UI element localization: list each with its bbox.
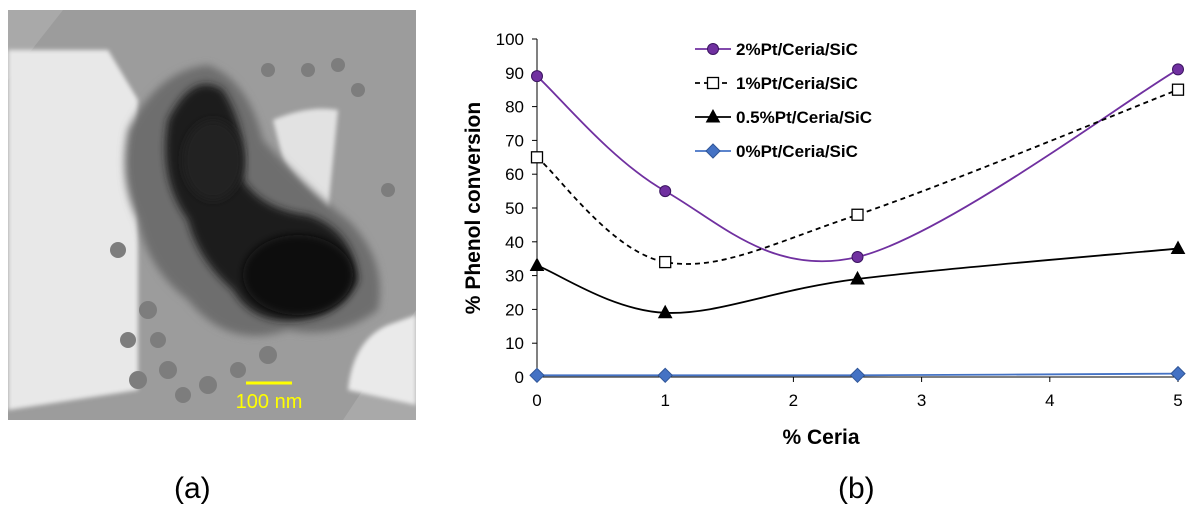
chart-series [529, 63, 1186, 384]
y-tick-label: 40 [505, 233, 524, 252]
data-point-diamond [657, 367, 673, 384]
tem-micrograph: 100 nm [8, 10, 416, 420]
legend-item: 1%Pt/Ceria/SiC [695, 74, 858, 93]
y-tick-label: 60 [505, 165, 524, 184]
legend-item: 0.5%Pt/Ceria/SiC [695, 108, 872, 127]
series-0 [531, 63, 1184, 264]
agglomerate-upper [183, 120, 243, 200]
y-tick-label: 100 [496, 30, 524, 49]
data-point-square [659, 255, 672, 269]
data-point-diamond [1170, 365, 1186, 382]
caption-b: (b) [838, 472, 875, 505]
legend-marker [707, 43, 719, 55]
y-tick-label: 80 [505, 98, 524, 117]
x-tick-label: 2 [789, 391, 798, 410]
data-point-triangle [1170, 240, 1186, 255]
chart-ticks: 0 10 20 30 40 50 60 70 80 90 100 0 1 2 3 4 5 [496, 30, 1183, 410]
x-tick-label: 3 [917, 391, 926, 410]
y-tick-label: 30 [505, 267, 524, 286]
legend-label: 0.5%Pt/Ceria/SiC [736, 108, 872, 127]
y-tick-label: 50 [505, 199, 524, 218]
data-point-diamond [529, 367, 545, 384]
chart-legend: 2%Pt/Ceria/SiC 1%Pt/Ceria/SiC 0.5%Pt/Ceria… [695, 40, 872, 161]
legend-marker [706, 76, 720, 90]
phenol-conversion-chart: 0 10 20 30 40 50 60 70 80 90 100 0 1 2 3 4 5 2%Pt/Ceria/… [440, 0, 1187, 470]
data-point-square [530, 151, 544, 164]
agglomerate-core [243, 235, 353, 315]
y-tick-label: 90 [505, 64, 524, 83]
data-point-triangle [529, 257, 545, 271]
x-tick-label: 5 [1173, 391, 1182, 410]
data-point-circle [531, 70, 543, 83]
series-3 [529, 365, 1186, 384]
y-tick-label: 20 [505, 300, 524, 319]
y-tick-label: 0 [515, 368, 524, 387]
chart-svg: 0 10 20 30 40 50 60 70 80 90 100 0 1 2 3 4 5 2%Pt/Ceria/… [462, 30, 1186, 449]
legend-label: 1%Pt/Ceria/SiC [736, 74, 858, 93]
x-tick-label: 1 [660, 391, 669, 410]
data-point-triangle [657, 304, 673, 319]
tem-image: 100 nm [8, 10, 416, 420]
legend-item: 2%Pt/Ceria/SiC [695, 40, 858, 59]
series-line [536, 68, 1179, 263]
data-point-circle [851, 251, 864, 264]
legend-label: 2%Pt/Ceria/SiC [736, 40, 858, 59]
legend-marker [705, 108, 721, 123]
data-point-square [851, 208, 864, 221]
series-1 [530, 83, 1185, 269]
data-point-diamond [849, 367, 866, 384]
series-line [536, 247, 1179, 314]
data-point-circle [659, 185, 672, 198]
y-tick-label: 70 [505, 131, 524, 150]
legend-marker [705, 143, 721, 159]
series-2 [529, 240, 1186, 319]
y-tick-label: 10 [505, 334, 524, 353]
y-axis-label: % Phenol conversion [462, 102, 485, 314]
caption-a: (a) [174, 472, 211, 505]
legend-item: 0%Pt/Ceria/SiC [695, 142, 858, 161]
support-hole-left [8, 50, 138, 410]
data-point-square [1171, 83, 1185, 96]
x-tick-label: 4 [1045, 391, 1054, 410]
support-hole-bottom [348, 315, 416, 405]
support-hole-top [273, 108, 338, 210]
legend-label: 0%Pt/Ceria/SiC [736, 142, 858, 161]
data-point-circle [1172, 63, 1184, 76]
small-particles [110, 58, 395, 403]
scale-bar-label: 100 nm [236, 391, 303, 413]
x-tick-label: 0 [532, 391, 541, 410]
x-axis-label: % Ceria [782, 426, 859, 449]
data-point-triangle [850, 270, 865, 285]
series-line [536, 372, 1179, 377]
